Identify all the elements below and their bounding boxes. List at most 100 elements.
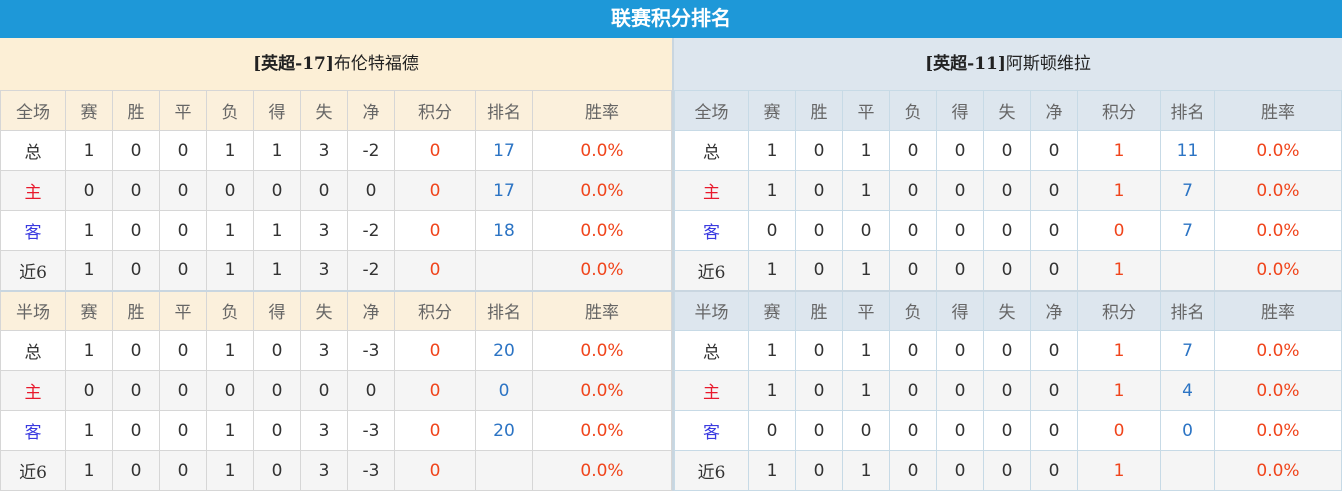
cell-win-rate: 0.0% xyxy=(532,170,672,211)
section-label: 半场 xyxy=(0,289,66,331)
col-header-win-rate: 胜率 xyxy=(532,90,672,131)
cell-played: 1 xyxy=(65,330,113,371)
team-name[interactable]: 阿斯顿维拉 xyxy=(1005,54,1091,74)
row-label: 主 xyxy=(0,370,66,411)
cell-drawn: 1 xyxy=(842,250,890,291)
cell-goals-for: 0 xyxy=(936,410,984,451)
cell-win-rate: 0.0% xyxy=(532,410,672,451)
cell-won: 0 xyxy=(112,370,160,411)
cell-rank: 0 xyxy=(1160,410,1215,451)
col-header-points: 积分 xyxy=(1077,289,1161,331)
cell-rank: 18 xyxy=(475,210,533,251)
cell-goals-against: 3 xyxy=(300,210,348,251)
cell-goals-against: 0 xyxy=(983,210,1031,251)
cell-lost: 1 xyxy=(206,410,254,451)
cell-goals-against: 0 xyxy=(300,170,348,211)
col-header-goals-for: 得 xyxy=(253,289,301,331)
cell-played: 1 xyxy=(748,370,796,411)
table-row: 客 1 0 0 1 0 3 -3 0 20 0.0% xyxy=(0,410,672,451)
section-label: 全场 xyxy=(674,90,749,131)
away-team-panel: [英超-11]阿斯顿维拉 全场赛胜平负得失净积分 排名 胜率总 1 0 1 0 0 0 0 1 11 0… xyxy=(672,38,1342,491)
cell-played: 1 xyxy=(65,130,113,171)
cell-goal-diff: -3 xyxy=(347,410,395,451)
col-header-drawn: 平 xyxy=(842,289,890,331)
standings-table: 全场赛胜平负得失净积分 排名 胜率总 1 0 0 1 1 3 -2 0 17 0.0% 主 0 0 0 0 0 0 0 0… xyxy=(0,90,672,491)
full-header-row: 全场赛胜平负得失净积分 排名 胜率 xyxy=(0,90,672,131)
col-header-rank: 排名 xyxy=(1160,289,1215,331)
section-label: 半场 xyxy=(674,289,749,331)
row-label: 客 xyxy=(0,410,66,451)
cell-lost: 1 xyxy=(206,450,254,491)
cell-won: 0 xyxy=(795,250,843,291)
cell-lost: 0 xyxy=(889,450,937,491)
col-header-lost: 负 xyxy=(889,289,937,331)
cell-won: 0 xyxy=(112,250,160,291)
cell-played: 0 xyxy=(65,370,113,411)
cell-rank: 20 xyxy=(475,330,533,371)
cell-drawn: 0 xyxy=(159,410,207,451)
cell-drawn: 0 xyxy=(842,210,890,251)
cell-goals-for: 0 xyxy=(253,330,301,371)
cell-rank: 0 xyxy=(475,370,533,411)
row-label: 总 xyxy=(0,130,66,171)
half-header-row: 半场赛胜平负得失净积分 排名 胜率 xyxy=(0,289,672,331)
table-row: 客 0 0 0 0 0 0 0 0 0 0.0% xyxy=(674,410,1342,451)
cell-goal-diff: 0 xyxy=(1030,130,1078,171)
cell-goals-against: 0 xyxy=(983,370,1031,411)
cell-won: 0 xyxy=(795,170,843,211)
cell-goals-for: 0 xyxy=(253,450,301,491)
row-label: 客 xyxy=(674,410,749,451)
col-header-played: 赛 xyxy=(748,289,796,331)
cell-goal-diff: 0 xyxy=(1030,370,1078,411)
cell-win-rate: 0.0% xyxy=(532,250,672,291)
col-header-goals-against: 失 xyxy=(300,289,348,331)
team-header: [英超-11]阿斯顿维拉 xyxy=(674,38,1342,90)
cell-goals-for: 0 xyxy=(936,210,984,251)
cell-won: 0 xyxy=(795,370,843,411)
row-label: 主 xyxy=(674,170,749,211)
cell-rank: 7 xyxy=(1160,210,1215,251)
cell-points: 0 xyxy=(394,330,476,371)
cell-rank xyxy=(475,250,533,291)
col-header-points: 积分 xyxy=(394,90,476,131)
cell-rank: 11 xyxy=(1160,130,1215,171)
col-header-goals-against: 失 xyxy=(300,90,348,131)
row-label: 总 xyxy=(674,130,749,171)
col-header-goal-diff: 净 xyxy=(347,289,395,331)
cell-rank: 4 xyxy=(1160,370,1215,411)
cell-goals-against: 3 xyxy=(300,130,348,171)
cell-goal-diff: -3 xyxy=(347,330,395,371)
cell-points: 0 xyxy=(394,170,476,211)
cell-rank: 7 xyxy=(1160,330,1215,371)
col-header-goals-against: 失 xyxy=(983,90,1031,131)
col-header-drawn: 平 xyxy=(159,289,207,331)
cell-goals-against: 0 xyxy=(983,450,1031,491)
table-row: 总 1 0 1 0 0 0 0 1 7 0.0% xyxy=(674,330,1342,371)
col-header-played: 赛 xyxy=(748,90,796,131)
cell-drawn: 1 xyxy=(842,370,890,411)
cell-played: 0 xyxy=(748,410,796,451)
team-name[interactable]: 布伦特福德 xyxy=(333,54,419,74)
cell-points: 0 xyxy=(394,410,476,451)
cell-points: 0 xyxy=(1077,210,1161,251)
table-row: 主 0 0 0 0 0 0 0 0 0 0.0% xyxy=(0,370,672,411)
cell-win-rate: 0.0% xyxy=(1214,170,1342,211)
cell-lost: 0 xyxy=(889,210,937,251)
table-row: 总 1 0 0 1 1 3 -2 0 17 0.0% xyxy=(0,130,672,171)
cell-rank: 17 xyxy=(475,130,533,171)
cell-won: 0 xyxy=(112,450,160,491)
cell-goals-for: 0 xyxy=(253,170,301,211)
cell-won: 0 xyxy=(795,330,843,371)
cell-drawn: 1 xyxy=(842,450,890,491)
cell-win-rate: 0.0% xyxy=(532,330,672,371)
cell-won: 0 xyxy=(112,210,160,251)
row-label: 近6 xyxy=(674,250,749,291)
col-header-goals-against: 失 xyxy=(983,289,1031,331)
cell-lost: 1 xyxy=(206,210,254,251)
cell-drawn: 1 xyxy=(842,130,890,171)
cell-played: 1 xyxy=(748,250,796,291)
row-label: 总 xyxy=(0,330,66,371)
cell-played: 1 xyxy=(748,130,796,171)
row-label: 主 xyxy=(674,370,749,411)
cell-goals-for: 0 xyxy=(936,130,984,171)
